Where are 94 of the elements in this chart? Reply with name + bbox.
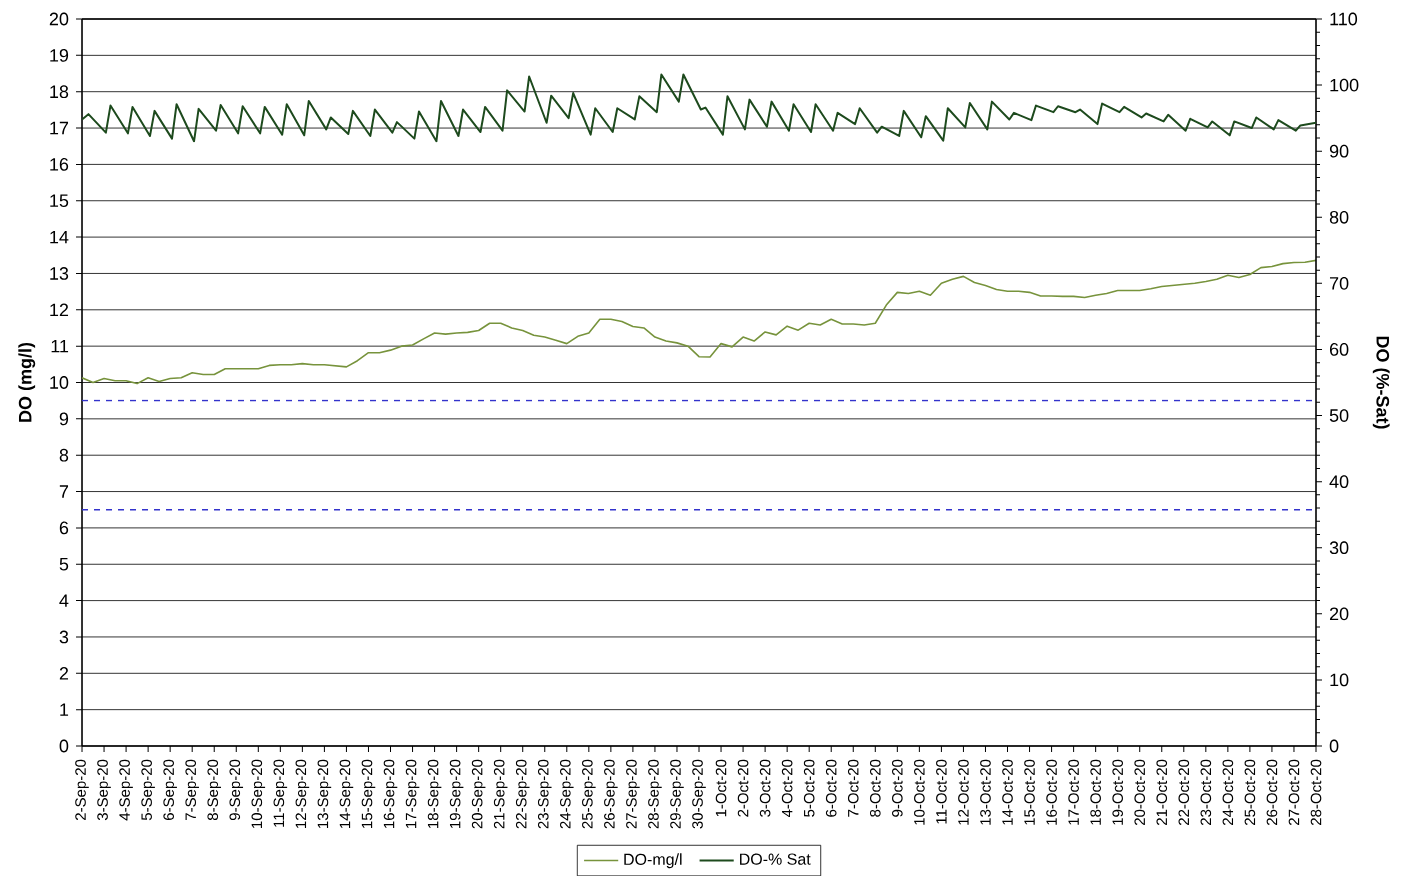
y-tick-label: 16 <box>50 157 69 171</box>
x-tick-label: 5-Oct-20 <box>803 759 815 817</box>
y2-tick-label: 0 <box>1329 739 1339 753</box>
x-tick-label: 18-Oct-20 <box>1090 759 1101 825</box>
y-tick-label: 3 <box>59 630 69 644</box>
x-tick-label: 4-Oct-20 <box>781 759 793 817</box>
x-tick-label: 6-Oct-20 <box>825 759 837 817</box>
y-tick-label: 4 <box>59 594 69 607</box>
y-tick-label: 17 <box>50 121 69 135</box>
x-tick-label: 3-Sep-20 <box>97 759 111 821</box>
x-tick-label: 2-Oct-20 <box>737 759 749 817</box>
x-tick-label: 3-Oct-20 <box>759 759 771 817</box>
y-tick-label: 10 <box>50 375 69 389</box>
x-tick-label: 16-Sep-20 <box>383 759 398 828</box>
x-tick-label: 14-Sep-20 <box>339 759 354 828</box>
y-tick-label: 1 <box>60 703 69 716</box>
x-tick-label: 17-Sep-20 <box>405 759 420 828</box>
x-tick-label: 18-Sep-20 <box>427 759 442 828</box>
x-tick-label: 12-Oct-20 <box>958 759 969 825</box>
y2-tick-label: 100 <box>1330 78 1359 92</box>
y-tick-label: 18 <box>50 85 69 98</box>
y2-tick-label: 70 <box>1329 276 1349 290</box>
x-tick-label: 8-Oct-20 <box>869 759 881 817</box>
x-tick-label: 10-Sep-20 <box>251 759 266 828</box>
x-tick-label: 20-Sep-20 <box>471 759 486 829</box>
x-tick-label: 19-Oct-20 <box>1112 759 1123 825</box>
y2-tick-label: 110 <box>1330 12 1358 26</box>
y-tick-label: 20 <box>49 12 69 26</box>
x-tick-label: 14-Oct-20 <box>1002 759 1013 825</box>
x-tick-label: 6-Sep-20 <box>163 759 177 820</box>
y2-tick-label: 80 <box>1329 210 1349 224</box>
x-tick-label: 24-Sep-20 <box>560 759 574 829</box>
y-tick-label: 15 <box>50 194 69 207</box>
x-tick-label: 26-Oct-20 <box>1266 759 1278 825</box>
x-tick-label: 5-Sep-20 <box>141 759 155 821</box>
y2-tick-label: 90 <box>1329 144 1349 158</box>
y-tick-label: 8 <box>59 448 69 462</box>
x-tick-label: 11-Oct-20 <box>936 759 947 824</box>
x-tick-label: 22-Sep-20 <box>515 759 530 829</box>
x-tick-label: 8-Sep-20 <box>207 759 222 820</box>
x-tick-label: 27-Oct-20 <box>1288 759 1300 825</box>
x-tick-label: 2-Sep-20 <box>75 759 89 820</box>
x-tick-label: 15-Oct-20 <box>1024 759 1035 825</box>
x-tick-label: 23-Sep-20 <box>537 759 552 829</box>
y-tick-label: 6 <box>59 521 69 535</box>
y-tick-label: 14 <box>50 230 69 244</box>
x-tick-label: 12-Sep-20 <box>295 759 310 828</box>
y2-axis-title: DO (%-Sat) <box>1372 336 1390 429</box>
x-tick-label: 30-Sep-20 <box>692 759 706 829</box>
x-tick-label: 9-Sep-20 <box>229 759 244 820</box>
y-tick-label: 2 <box>59 666 69 680</box>
y-tick-label: 7 <box>59 485 69 498</box>
x-tick-label: 17-Oct-20 <box>1068 759 1079 825</box>
x-tick-label: 24-Oct-20 <box>1222 759 1234 825</box>
x-tick-label: 23-Oct-20 <box>1200 759 1212 825</box>
y2-tick-label: 10 <box>1330 673 1349 687</box>
y-tick-label: 19 <box>50 48 69 62</box>
x-tick-label: 9-Oct-20 <box>892 759 903 817</box>
y-tick-label: 12 <box>50 303 69 316</box>
x-tick-label: 28-Oct-20 <box>1310 759 1322 825</box>
x-tick-label: 21-Oct-20 <box>1156 759 1168 825</box>
y2-tick-label: 50 <box>1329 409 1349 422</box>
x-tick-label: 25-Sep-20 <box>582 759 596 829</box>
y-tick-label: 11 <box>51 339 69 353</box>
y-tick-label: 9 <box>59 412 69 426</box>
y2-tick-label: 40 <box>1329 475 1349 488</box>
x-tick-label: 13-Sep-20 <box>317 759 332 828</box>
x-tick-label: 20-Oct-20 <box>1134 759 1146 825</box>
x-tick-label: 15-Sep-20 <box>361 759 376 828</box>
y2-tick-label: 20 <box>1329 607 1349 621</box>
y2-tick-label: 60 <box>1329 342 1349 356</box>
x-tick-label: 13-Oct-20 <box>980 759 991 825</box>
y-axis-title: DO (mg/l) <box>18 342 36 422</box>
x-tick-label: 1-Oct-20 <box>715 759 727 817</box>
x-tick-label: 11-Sep-20 <box>273 759 288 827</box>
x-tick-label: 29-Sep-20 <box>670 759 684 829</box>
x-tick-label: 21-Sep-20 <box>493 759 508 829</box>
x-tick-label: 19-Sep-20 <box>449 759 464 828</box>
x-tick-label: 22-Oct-20 <box>1178 759 1190 825</box>
y-tick-label: 0 <box>59 739 69 753</box>
y2-tick-label: 30 <box>1329 541 1349 554</box>
legend-label: DO-mg/l <box>624 853 682 869</box>
x-tick-label: 25-Oct-20 <box>1244 759 1256 825</box>
x-tick-label: 16-Oct-20 <box>1046 759 1057 825</box>
legend-label: DO-% Sat <box>740 853 811 865</box>
y-tick-label: 5 <box>59 557 69 571</box>
x-tick-label: 10-Oct-20 <box>914 759 925 825</box>
x-tick-label: 4-Sep-20 <box>119 759 133 821</box>
x-tick-label: 27-Sep-20 <box>626 759 640 829</box>
x-tick-label: 28-Sep-20 <box>648 759 662 829</box>
x-tick-label: 26-Sep-20 <box>604 759 618 829</box>
x-tick-label: 7-Oct-20 <box>847 759 859 817</box>
x-tick-label: 7-Sep-20 <box>185 759 199 820</box>
y-tick-label: 13 <box>50 266 69 280</box>
